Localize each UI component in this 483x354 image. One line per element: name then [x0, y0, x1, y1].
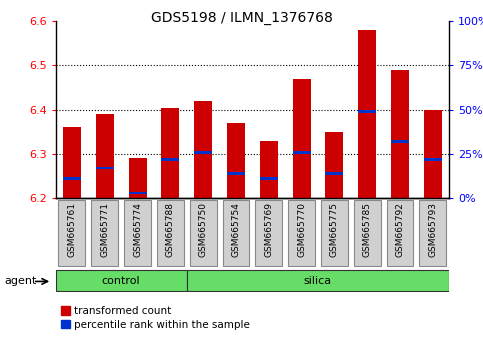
FancyBboxPatch shape — [223, 200, 249, 266]
Bar — [96, 114, 114, 198]
Text: GSM665792: GSM665792 — [396, 202, 404, 257]
Bar — [194, 151, 212, 154]
Text: GSM665793: GSM665793 — [428, 202, 437, 257]
FancyBboxPatch shape — [58, 200, 85, 266]
FancyBboxPatch shape — [419, 200, 446, 266]
FancyBboxPatch shape — [256, 200, 282, 266]
Legend: transformed count, percentile rank within the sample: transformed count, percentile rank withi… — [61, 306, 250, 330]
Bar — [326, 132, 343, 198]
Bar — [358, 30, 376, 198]
FancyBboxPatch shape — [56, 270, 187, 291]
Bar — [161, 158, 179, 161]
Text: GSM665750: GSM665750 — [199, 202, 208, 257]
Bar — [161, 108, 179, 198]
FancyBboxPatch shape — [321, 200, 348, 266]
Bar — [227, 172, 245, 175]
Bar — [194, 101, 212, 198]
Text: GSM665769: GSM665769 — [264, 202, 273, 257]
Text: GSM665788: GSM665788 — [166, 202, 175, 257]
Text: GSM665754: GSM665754 — [231, 202, 241, 257]
Text: GSM665785: GSM665785 — [363, 202, 372, 257]
Bar — [424, 110, 442, 198]
Bar — [63, 177, 81, 180]
Bar — [128, 159, 146, 198]
Text: GSM665761: GSM665761 — [68, 202, 76, 257]
Text: silica: silica — [304, 275, 332, 286]
Bar — [391, 70, 409, 198]
Text: agent: agent — [5, 276, 37, 286]
Bar — [293, 79, 311, 198]
Text: GDS5198 / ILMN_1376768: GDS5198 / ILMN_1376768 — [151, 11, 332, 25]
FancyBboxPatch shape — [354, 200, 381, 266]
Bar — [326, 172, 343, 175]
Bar — [424, 158, 442, 161]
FancyBboxPatch shape — [124, 200, 151, 266]
Bar — [260, 177, 278, 180]
Text: GSM665770: GSM665770 — [297, 202, 306, 257]
Bar — [96, 167, 114, 170]
Text: GSM665771: GSM665771 — [100, 202, 109, 257]
Text: GSM665774: GSM665774 — [133, 202, 142, 257]
Bar — [358, 110, 376, 113]
FancyBboxPatch shape — [190, 200, 216, 266]
FancyBboxPatch shape — [157, 200, 184, 266]
Bar — [227, 123, 245, 198]
Bar — [128, 192, 146, 194]
Text: GSM665775: GSM665775 — [330, 202, 339, 257]
FancyBboxPatch shape — [187, 270, 449, 291]
FancyBboxPatch shape — [386, 200, 413, 266]
Bar — [391, 140, 409, 143]
Text: control: control — [102, 275, 141, 286]
Bar — [260, 141, 278, 198]
Bar — [293, 151, 311, 154]
Bar — [63, 127, 81, 198]
FancyBboxPatch shape — [91, 200, 118, 266]
FancyBboxPatch shape — [288, 200, 315, 266]
